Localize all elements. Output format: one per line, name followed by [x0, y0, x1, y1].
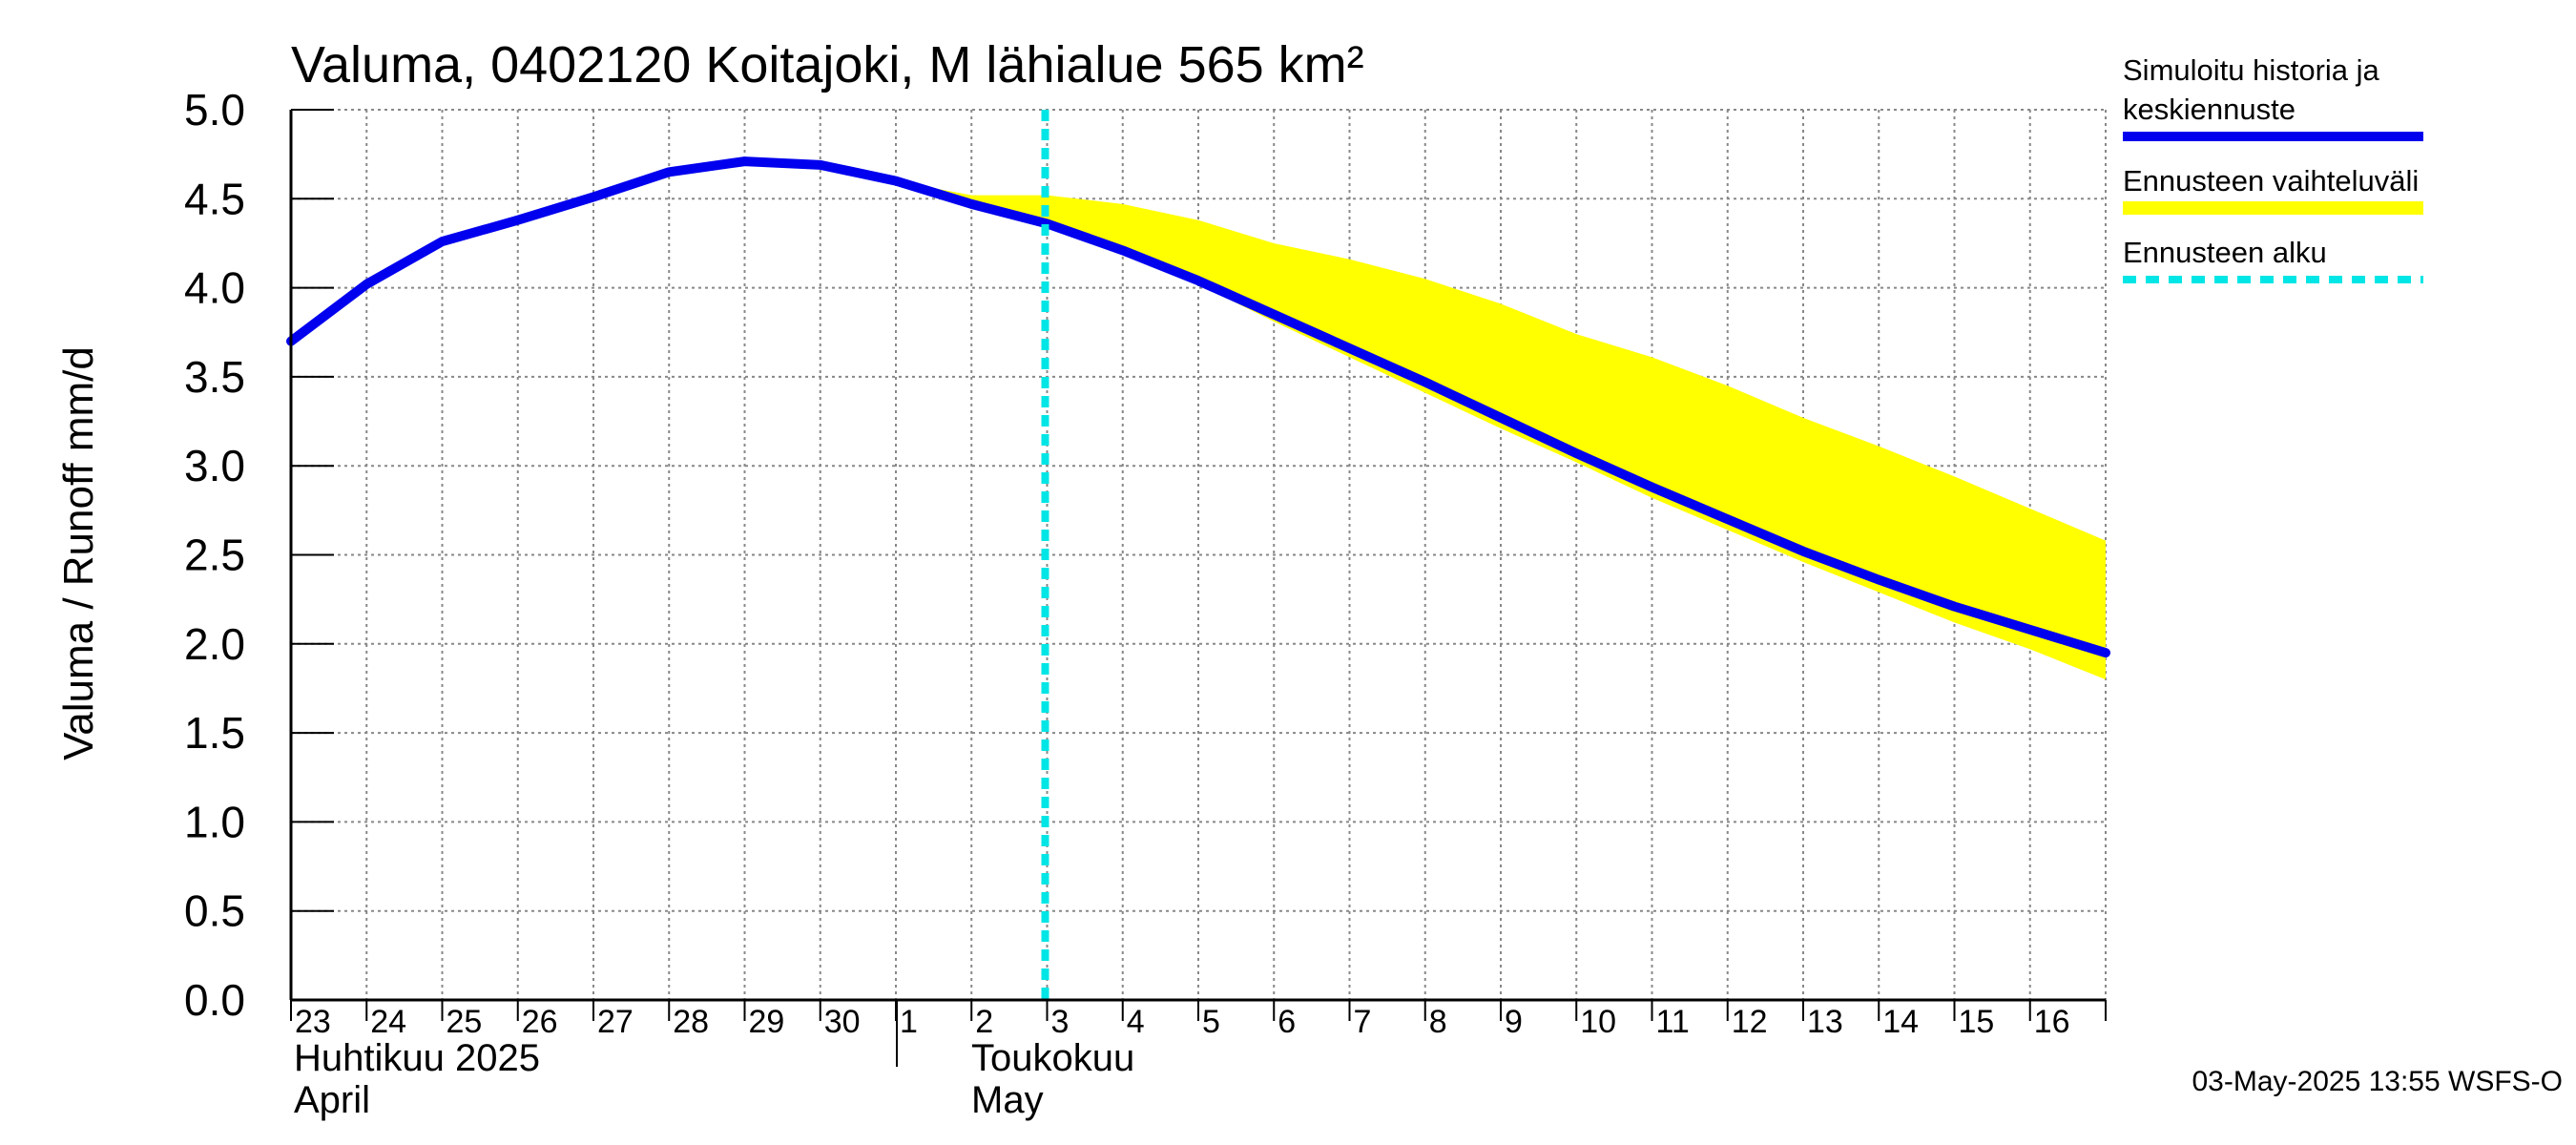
x-tick-label: 24: [370, 1004, 406, 1040]
history-and-forecast-line: [286, 156, 2110, 658]
x-tick-labels: 23 24 25 26 27 28 29 30 1 2 3 4 5 6 7 8 9 10 11 12 13 14 15 16: [295, 1004, 2070, 1040]
x-tick-label: 14: [1882, 1004, 1919, 1040]
y-axis-label: Valuma / Runoff mm/d: [55, 346, 102, 760]
y-tick-label: 2.0: [184, 619, 245, 669]
month-label-may-en: May: [971, 1079, 1044, 1121]
footer-timestamp: 03-May-2025 13:55 WSFS-O: [2192, 1066, 2564, 1097]
x-tick-label: 11: [1656, 1004, 1690, 1040]
legend-history-label-line2: keskiennuste: [2123, 93, 2296, 126]
x-tick-label: 9: [1505, 1004, 1523, 1040]
y-tick-label: 3.5: [184, 352, 245, 402]
x-tick-label: 16: [2034, 1004, 2070, 1040]
x-tick-label: 6: [1278, 1004, 1296, 1040]
y-tick-label: 1.5: [184, 708, 245, 758]
y-tick-label: 3.0: [184, 441, 245, 490]
chart-title: Valuma, 0402120 Koitajoki, M lähialue 56…: [291, 36, 1364, 94]
x-tick-label: 30: [824, 1004, 861, 1040]
x-tick-label: 12: [1732, 1004, 1768, 1040]
x-tick-label: 2: [975, 1004, 993, 1040]
y-tick-labels: 0.0 0.5 1.0 1.5 2.0 2.5 3.0 3.5 4.0 4.5 5.0: [184, 85, 245, 1025]
month-label-april-en: April: [294, 1079, 370, 1121]
x-tick-label: 5: [1202, 1004, 1220, 1040]
y-tick-label: 5.0: [184, 85, 245, 135]
x-tick-label: 13: [1807, 1004, 1843, 1040]
x-tick-label: 28: [673, 1004, 709, 1040]
axes: [289, 109, 2107, 1021]
y-tick-label: 4.0: [184, 263, 245, 313]
x-tick-label: 1: [900, 1004, 918, 1040]
x-tick-label: 8: [1429, 1004, 1447, 1040]
y-tick-label: 2.5: [184, 531, 245, 580]
legend: Simuloitu historia ja keskiennuste Ennus…: [2123, 53, 2423, 283]
y-tick-label: 4.5: [184, 174, 245, 223]
month-label-may-fi: Toukokuu: [971, 1037, 1134, 1079]
y-tick-label: 1.0: [184, 797, 245, 846]
month-label-april-fi: Huhtikuu 2025: [294, 1037, 540, 1079]
y-tick-label: 0.0: [184, 975, 245, 1025]
x-tick-label: 3: [1051, 1004, 1070, 1040]
x-tick-label: 7: [1354, 1004, 1372, 1040]
y-tick-label: 0.5: [184, 886, 245, 936]
x-tick-label: 10: [1580, 1004, 1616, 1040]
x-tick-label: 29: [749, 1004, 785, 1040]
legend-range-label: Ennusteen vaihteluväli: [2123, 164, 2419, 198]
x-tick-label: 26: [522, 1004, 558, 1040]
legend-history-label-line1: Simuloitu historia ja: [2123, 53, 2380, 87]
x-tick-label: 15: [1959, 1004, 1995, 1040]
legend-forecast-start-label: Ennusteen alku: [2123, 236, 2327, 269]
series-line-layer: [286, 156, 2110, 658]
x-tick-label: 27: [597, 1004, 634, 1040]
x-tick-label: 4: [1127, 1004, 1145, 1040]
x-tick-label: 25: [447, 1004, 483, 1040]
x-tick-label: 23: [295, 1004, 331, 1040]
